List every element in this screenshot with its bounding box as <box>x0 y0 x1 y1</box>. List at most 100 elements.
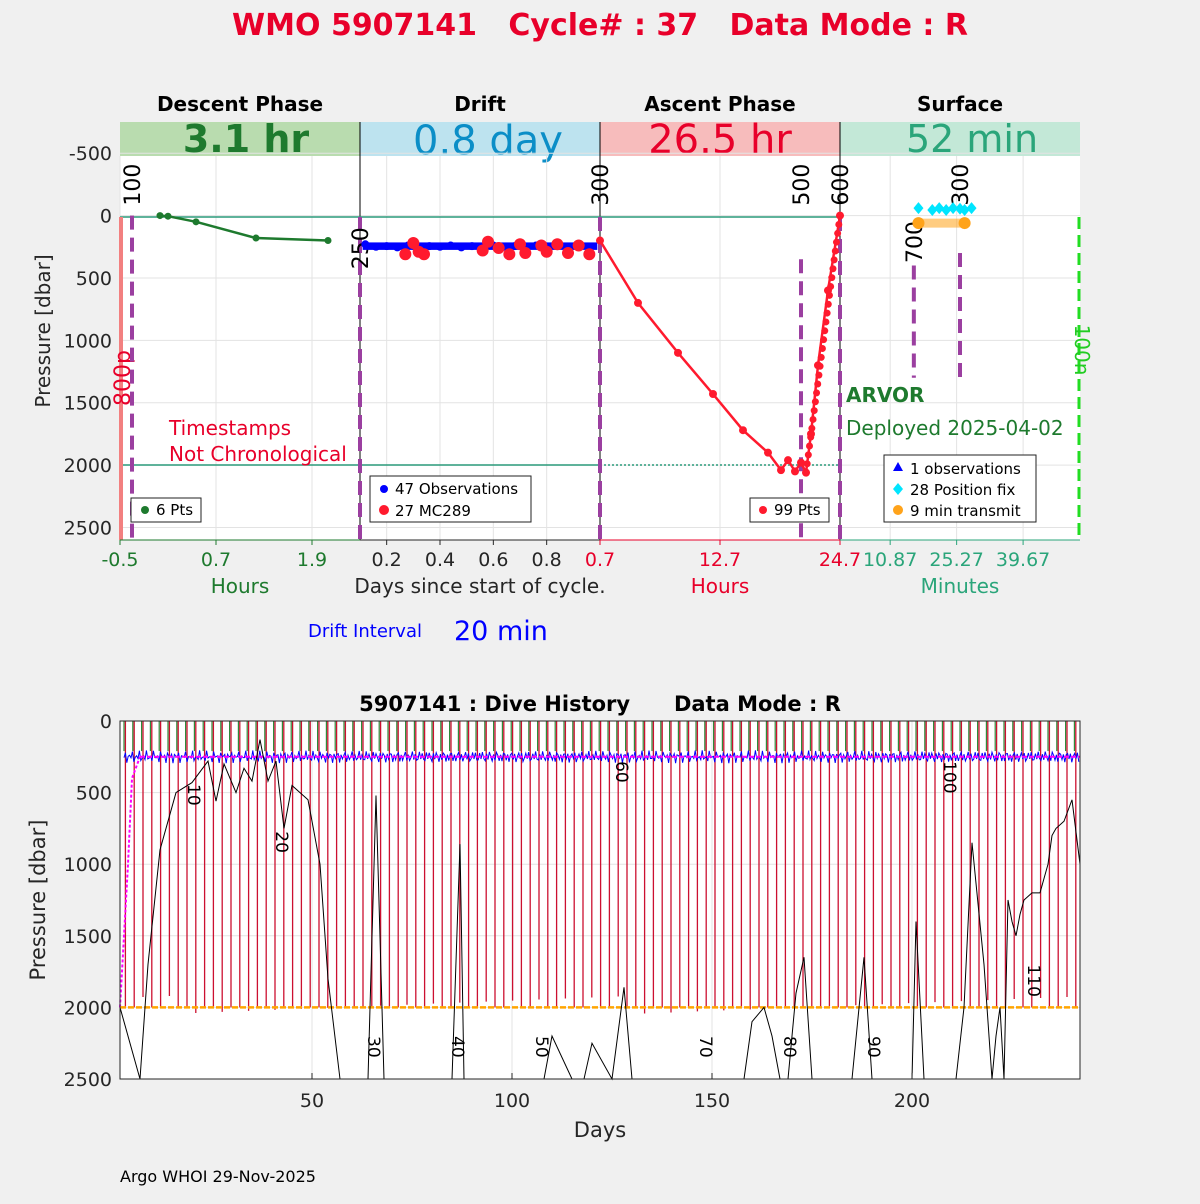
history-x-tick-label: 50 <box>300 1090 324 1112</box>
history-cycle-label: 70 <box>695 1036 715 1058</box>
ascent-point <box>797 458 805 467</box>
upper-y-label: Pressure [dbar] <box>31 254 55 407</box>
phase-name-descent: Descent Phase <box>157 92 323 116</box>
upper-y-tick-label: 1000 <box>64 330 112 352</box>
upper-y-tick-label: 2500 <box>64 518 112 540</box>
phase-name-surface: Surface <box>917 92 1003 116</box>
ascent-point <box>836 212 844 220</box>
surface-legend-position-label: 28 Position fix <box>910 481 1015 499</box>
ascent-point <box>804 451 812 459</box>
history-cycle-label: 20 <box>271 831 291 853</box>
drift-mc289-point <box>540 245 553 258</box>
drift-observation-point <box>393 243 402 252</box>
surface-legend-transmit-marker <box>893 505 903 515</box>
upper-x-tick-label: 25.27 <box>929 549 983 571</box>
drift-mc289-point <box>407 237 420 250</box>
history-first-descent <box>119 756 141 1008</box>
ascent-point <box>823 309 831 317</box>
ascent-point <box>813 389 821 397</box>
surface-legend-transmit-label: 9 min transmit <box>910 502 1021 520</box>
history-cycle-label: 90 <box>863 1036 883 1058</box>
drift-legend: 47 Observations 27 MC289 <box>369 475 532 523</box>
history-cycle-label: 30 <box>363 1036 383 1058</box>
ascent-point <box>809 415 817 423</box>
drift-observation-point <box>468 242 476 251</box>
history-cycle-label: 50 <box>531 1036 551 1058</box>
ascent-point <box>825 291 833 299</box>
phase-marker-label: 300 <box>589 164 614 206</box>
history-cycle-label: 10 <box>183 784 203 806</box>
ascent-point <box>824 300 832 308</box>
drift-mc289-point <box>551 238 564 251</box>
ascent-point <box>709 390 717 399</box>
drift-mc289-point <box>418 248 430 261</box>
upper-x-tick-label: -0.5 <box>101 549 138 571</box>
surface-position-point <box>941 203 952 216</box>
drift-mc289-point <box>572 239 585 252</box>
ascent-point <box>791 467 799 476</box>
figure-title: WMO 5907141 Cycle# : 37 Data Mode : R <box>232 8 968 43</box>
ascent-point <box>764 448 772 457</box>
drift-mc289-point <box>503 248 516 261</box>
drift-mc289-point <box>583 248 596 261</box>
history-y-tick-label: 500 <box>76 783 112 805</box>
ascent-x-label: Hours <box>691 574 750 598</box>
history-y-tick-label: 2500 <box>64 1069 112 1091</box>
ascent-legend-label: 99 Pts <box>774 501 821 519</box>
drift-observation-point <box>372 242 380 251</box>
upper-x-tick-label: 0.8 <box>532 549 562 571</box>
ascent-point <box>596 236 604 245</box>
ascent-point <box>828 274 836 282</box>
descent-point <box>324 237 332 245</box>
ascent-point <box>810 407 818 415</box>
phase-duration-surface: 52 min <box>906 117 1038 161</box>
timestamp-warning-line-2: Not Chronological <box>169 442 347 466</box>
phase-marker-label: 100 <box>121 164 146 206</box>
drift-mc289-point <box>492 242 505 255</box>
ascent-point <box>777 466 785 475</box>
descent-point <box>156 212 164 220</box>
upper-x-tick-label: 0.6 <box>478 549 508 571</box>
duration-band-drift <box>360 122 600 156</box>
surface-position-point <box>934 202 945 215</box>
drift-interval-value: 20 min <box>454 616 548 647</box>
ascent-point <box>802 469 810 477</box>
surface-position-point <box>927 203 938 216</box>
ascent-point <box>830 256 838 264</box>
history-y-tick-label: 1500 <box>64 926 112 948</box>
ascent-point <box>835 220 843 228</box>
upper-data <box>156 202 977 477</box>
ascent-point <box>817 353 825 361</box>
history-data: 10 20 30 40 50 60 70 80 90 100 110 <box>119 721 1081 1081</box>
ascent-point <box>827 282 835 290</box>
phase-duration-descent: 3.1 hr <box>183 117 310 161</box>
duration-band-surface <box>840 122 1080 156</box>
ascent-point <box>816 362 824 370</box>
history-cycle-label: 100 <box>939 761 959 793</box>
surface-position-point <box>966 202 977 215</box>
upper-x-tick-label: 1.9 <box>297 549 327 571</box>
surface-legend-obs-marker <box>893 462 903 471</box>
history-x-tick-label: 100 <box>494 1090 530 1112</box>
ascent-point <box>784 456 792 465</box>
history-cycle-label: 40 <box>447 1036 467 1058</box>
upper-x-axes: -0.5 0.7 1.9 0.2 0.4 0.6 0.8 0.7 12.7 24.7 10.87 25… <box>101 539 1080 571</box>
descent-point <box>252 234 260 242</box>
history-y-tick-label: 0 <box>100 711 112 733</box>
ascent-point <box>834 229 842 237</box>
phase-marker-label: 500 <box>790 164 815 206</box>
phase-name-drift: Drift <box>454 92 506 116</box>
drift-mc289-point <box>562 247 574 260</box>
history-axes: 0 500 1000 1500 2000 2500 50 100 150 200 <box>64 711 1081 1112</box>
ascent-point <box>811 398 819 406</box>
upper-y-tick-label: 2000 <box>64 455 112 477</box>
deployment-date: Deployed 2025-04-02 <box>846 416 1064 440</box>
upper-x-tick-label: 12.7 <box>699 549 741 571</box>
ascent-point <box>814 380 822 388</box>
duration-band-ascent <box>600 122 840 156</box>
drift-legend-obs-marker <box>380 485 388 493</box>
history-y-tick-label: 1000 <box>64 854 112 876</box>
duration-band-descent <box>120 122 360 156</box>
drift-observation-point <box>457 243 466 252</box>
surface-side-label: 100n <box>1070 325 1094 376</box>
